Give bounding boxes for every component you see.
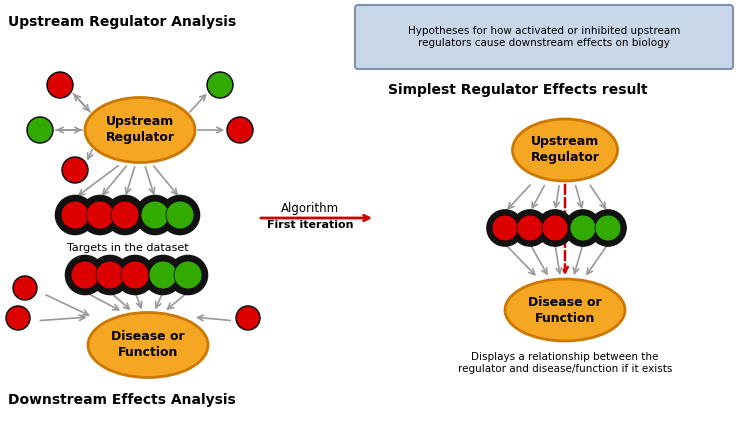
Circle shape — [80, 195, 120, 235]
Text: Disease or
Function: Disease or Function — [111, 330, 184, 360]
Text: Hypotheses for how activated or inhibited upstream
regulators cause downstream e: Hypotheses for how activated or inhibite… — [408, 26, 680, 48]
Circle shape — [71, 261, 99, 289]
Text: Targets in the dataset: Targets in the dataset — [67, 243, 189, 253]
Text: Downstream Effects Analysis: Downstream Effects Analysis — [8, 393, 235, 407]
Circle shape — [61, 201, 89, 229]
Text: Displays a relationship between the
regulator and disease/function if it exists: Displays a relationship between the regu… — [458, 352, 672, 374]
Circle shape — [55, 195, 95, 235]
Circle shape — [13, 276, 37, 300]
Circle shape — [141, 201, 169, 229]
Circle shape — [570, 215, 596, 241]
Circle shape — [159, 195, 200, 235]
Ellipse shape — [88, 312, 208, 378]
Text: Simplest Regulator Effects result: Simplest Regulator Effects result — [388, 83, 648, 97]
Ellipse shape — [505, 279, 625, 341]
Circle shape — [166, 201, 194, 229]
Circle shape — [121, 261, 149, 289]
Circle shape — [486, 209, 524, 247]
Circle shape — [517, 215, 543, 241]
Circle shape — [47, 72, 73, 98]
Circle shape — [536, 209, 574, 247]
Circle shape — [236, 306, 260, 330]
Circle shape — [227, 117, 253, 143]
Circle shape — [174, 261, 202, 289]
Circle shape — [114, 255, 155, 295]
Circle shape — [90, 255, 131, 295]
Text: Upstream Regulator Analysis: Upstream Regulator Analysis — [8, 15, 236, 29]
Circle shape — [86, 201, 114, 229]
Circle shape — [96, 261, 124, 289]
Ellipse shape — [85, 98, 195, 163]
Text: Upstream
Regulator: Upstream Regulator — [531, 136, 599, 165]
Ellipse shape — [512, 119, 618, 181]
Circle shape — [6, 306, 30, 330]
Circle shape — [207, 72, 233, 98]
Text: Upstream
Regulator: Upstream Regulator — [106, 115, 174, 144]
Circle shape — [542, 215, 568, 241]
Circle shape — [564, 209, 602, 247]
Circle shape — [62, 157, 88, 183]
Text: First iteration: First iteration — [266, 220, 354, 230]
Circle shape — [511, 209, 549, 247]
Circle shape — [149, 261, 177, 289]
Text: Disease or
Function: Disease or Function — [528, 296, 601, 325]
Circle shape — [135, 195, 176, 235]
Circle shape — [105, 195, 145, 235]
FancyBboxPatch shape — [355, 5, 733, 69]
Circle shape — [492, 215, 518, 241]
Circle shape — [168, 255, 208, 295]
Circle shape — [65, 255, 106, 295]
Circle shape — [142, 255, 183, 295]
Circle shape — [589, 209, 627, 247]
Circle shape — [27, 117, 53, 143]
Text: Algorithm: Algorithm — [281, 202, 339, 215]
Circle shape — [111, 201, 139, 229]
Circle shape — [595, 215, 621, 241]
